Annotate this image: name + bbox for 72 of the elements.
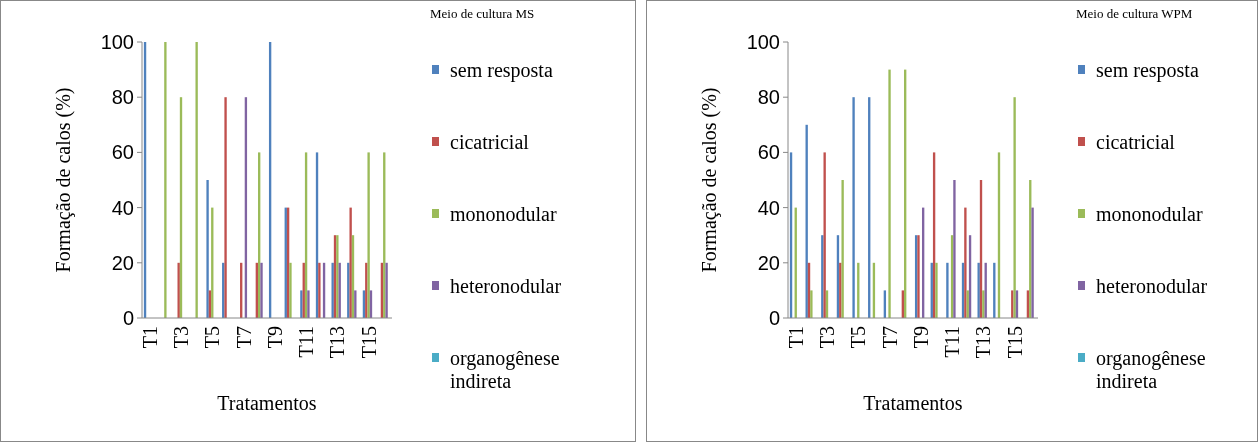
bar bbox=[289, 262, 292, 318]
x-tick-label: T13 bbox=[326, 326, 349, 359]
bar bbox=[318, 262, 321, 318]
y-tick-label: 60 bbox=[757, 141, 780, 164]
legend-label: cicatricial bbox=[1096, 131, 1176, 153]
bar bbox=[852, 97, 855, 318]
x-tick-label: T13 bbox=[972, 326, 995, 359]
legend-label: organogênese indireta bbox=[450, 347, 560, 392]
y-tick-label: 100 bbox=[100, 31, 134, 53]
x-axis-title: Tratamentos bbox=[863, 392, 963, 414]
x-tick-label: T5 bbox=[847, 326, 870, 349]
x-tick-label: T9 bbox=[909, 326, 932, 349]
bar bbox=[385, 262, 388, 318]
y-axis-title: Formação de calos (%) bbox=[698, 87, 721, 273]
bar bbox=[982, 290, 985, 318]
y-tick-label: 0 bbox=[768, 307, 780, 329]
y-tick-label: 20 bbox=[757, 251, 780, 274]
y-tick-label: 80 bbox=[111, 86, 134, 109]
bar bbox=[1013, 97, 1016, 318]
bar bbox=[195, 42, 198, 318]
x-tick-label: T1 bbox=[138, 326, 161, 349]
legend-label: cicatricial bbox=[450, 131, 530, 153]
bar bbox=[823, 152, 826, 318]
y-tick-label: 20 bbox=[111, 251, 134, 274]
y-tick-label: 40 bbox=[111, 196, 134, 219]
x-tick-label: T3 bbox=[170, 326, 193, 349]
bar bbox=[331, 262, 334, 318]
bar bbox=[953, 180, 956, 318]
bar bbox=[164, 42, 167, 318]
legend-title: Meio de cultura WPM bbox=[1076, 6, 1193, 21]
legend-label: heteronodular bbox=[450, 275, 562, 297]
bar bbox=[224, 97, 227, 318]
x-tick-label: T1 bbox=[784, 326, 807, 349]
legend-label: sem resposta bbox=[1096, 59, 1199, 82]
bar bbox=[206, 180, 209, 318]
bar bbox=[307, 290, 310, 318]
bar bbox=[300, 290, 303, 318]
y-tick-label: 0 bbox=[122, 307, 134, 329]
y-axis-title: Formação de calos (%) bbox=[52, 87, 75, 273]
x-tick-label: T9 bbox=[263, 326, 286, 349]
legend-label: sem resposta bbox=[450, 59, 553, 82]
bar bbox=[888, 69, 891, 318]
y-tick-label: 60 bbox=[111, 141, 134, 164]
legend-label: organogênese indireta bbox=[1096, 347, 1206, 392]
legend-title: Meio de cultura MS bbox=[430, 6, 535, 21]
x-tick-label: T15 bbox=[1003, 326, 1026, 359]
x-tick-label: T7 bbox=[878, 326, 901, 349]
bar bbox=[367, 152, 370, 318]
x-tick-label: T7 bbox=[232, 326, 255, 349]
bar bbox=[935, 262, 938, 318]
y-tick-label: 100 bbox=[746, 31, 780, 53]
bar bbox=[946, 262, 949, 318]
y-tick-label: 40 bbox=[757, 196, 780, 219]
bar bbox=[841, 180, 844, 318]
bar bbox=[977, 262, 980, 318]
legend-label: mononodular bbox=[1096, 203, 1203, 225]
x-tick-label: T3 bbox=[816, 326, 839, 349]
bar bbox=[349, 207, 352, 318]
bar bbox=[354, 290, 357, 318]
x-axis-title: Tratamentos bbox=[217, 392, 317, 414]
x-tick-label: T5 bbox=[201, 326, 224, 349]
legend-label: heteronodular bbox=[1096, 275, 1208, 297]
legend-label: mononodular bbox=[450, 203, 557, 225]
x-tick-label: T11 bbox=[941, 326, 964, 358]
bar bbox=[1031, 207, 1034, 318]
bar bbox=[810, 290, 813, 318]
bar bbox=[964, 207, 967, 318]
x-tick-label: T11 bbox=[295, 326, 318, 358]
x-tick-label: T15 bbox=[357, 326, 380, 359]
bar bbox=[260, 262, 263, 318]
y-tick-label: 80 bbox=[757, 86, 780, 109]
bar bbox=[177, 262, 180, 318]
